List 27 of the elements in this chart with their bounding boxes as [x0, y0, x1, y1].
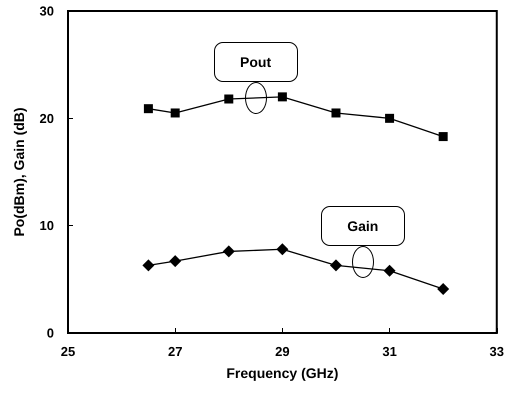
- annotation: Pout: [214, 42, 298, 82]
- y-axis-title: Po(dBm), Gain (dB): [11, 107, 27, 237]
- x-tick-label: 33: [490, 344, 504, 359]
- point: [222, 245, 235, 258]
- point: [384, 264, 396, 277]
- point: [224, 94, 234, 104]
- point: [142, 259, 154, 272]
- point: [276, 243, 288, 256]
- point: [331, 108, 340, 118]
- point: [170, 108, 180, 118]
- y-tick-label: 30: [40, 4, 54, 18]
- x-tick-label: 31: [382, 344, 397, 359]
- y-tick-label: 10: [40, 218, 54, 234]
- y-tick-label: 0: [46, 326, 54, 340]
- x-tick-label: 29: [275, 344, 290, 359]
- y-tick-label: 20: [40, 110, 54, 126]
- point: [278, 92, 287, 102]
- point: [437, 282, 450, 295]
- point: [385, 114, 394, 123]
- point: [330, 259, 342, 272]
- point: [169, 255, 182, 268]
- x-tick-label: 27: [168, 344, 182, 359]
- x-axis-title: Frequency (GHz): [226, 365, 338, 381]
- point: [438, 132, 448, 142]
- point: [144, 104, 153, 114]
- annotation: Gain: [320, 206, 405, 246]
- x-tick-label: 25: [60, 344, 76, 359]
